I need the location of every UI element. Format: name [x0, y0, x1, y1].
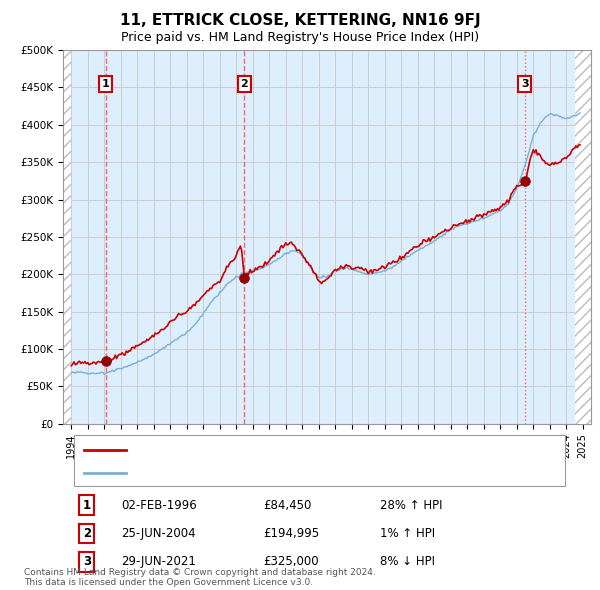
Text: 3: 3	[83, 555, 91, 568]
Text: £325,000: £325,000	[263, 555, 319, 568]
Text: 11, ETTRICK CLOSE, KETTERING, NN16 9FJ: 11, ETTRICK CLOSE, KETTERING, NN16 9FJ	[119, 13, 481, 28]
Bar	[575, 50, 591, 424]
Text: 2: 2	[240, 78, 248, 88]
Text: 1: 1	[102, 78, 110, 88]
Text: 1: 1	[83, 499, 91, 512]
Text: Price paid vs. HM Land Registry's House Price Index (HPI): Price paid vs. HM Land Registry's House …	[121, 31, 479, 44]
Text: 25-JUN-2004: 25-JUN-2004	[121, 527, 196, 540]
Text: 11, ETTRICK CLOSE, KETTERING, NN16 9FJ (detached house): 11, ETTRICK CLOSE, KETTERING, NN16 9FJ (…	[137, 445, 451, 455]
Text: 2: 2	[83, 527, 91, 540]
Text: 8% ↓ HPI: 8% ↓ HPI	[380, 555, 435, 568]
Bar	[63, 50, 71, 424]
Text: £84,450: £84,450	[263, 499, 312, 512]
Text: 29-JUN-2021: 29-JUN-2021	[121, 555, 196, 568]
Text: 1% ↑ HPI: 1% ↑ HPI	[380, 527, 435, 540]
Text: 3: 3	[521, 78, 529, 88]
Text: Contains HM Land Registry data © Crown copyright and database right 2024.
This d: Contains HM Land Registry data © Crown c…	[24, 568, 376, 587]
Text: 28% ↑ HPI: 28% ↑ HPI	[380, 499, 442, 512]
Text: HPI: Average price, detached house, North Northamptonshire: HPI: Average price, detached house, Nort…	[137, 468, 457, 478]
FancyBboxPatch shape	[74, 435, 565, 486]
Text: £194,995: £194,995	[263, 527, 320, 540]
Text: 02-FEB-1996: 02-FEB-1996	[121, 499, 197, 512]
